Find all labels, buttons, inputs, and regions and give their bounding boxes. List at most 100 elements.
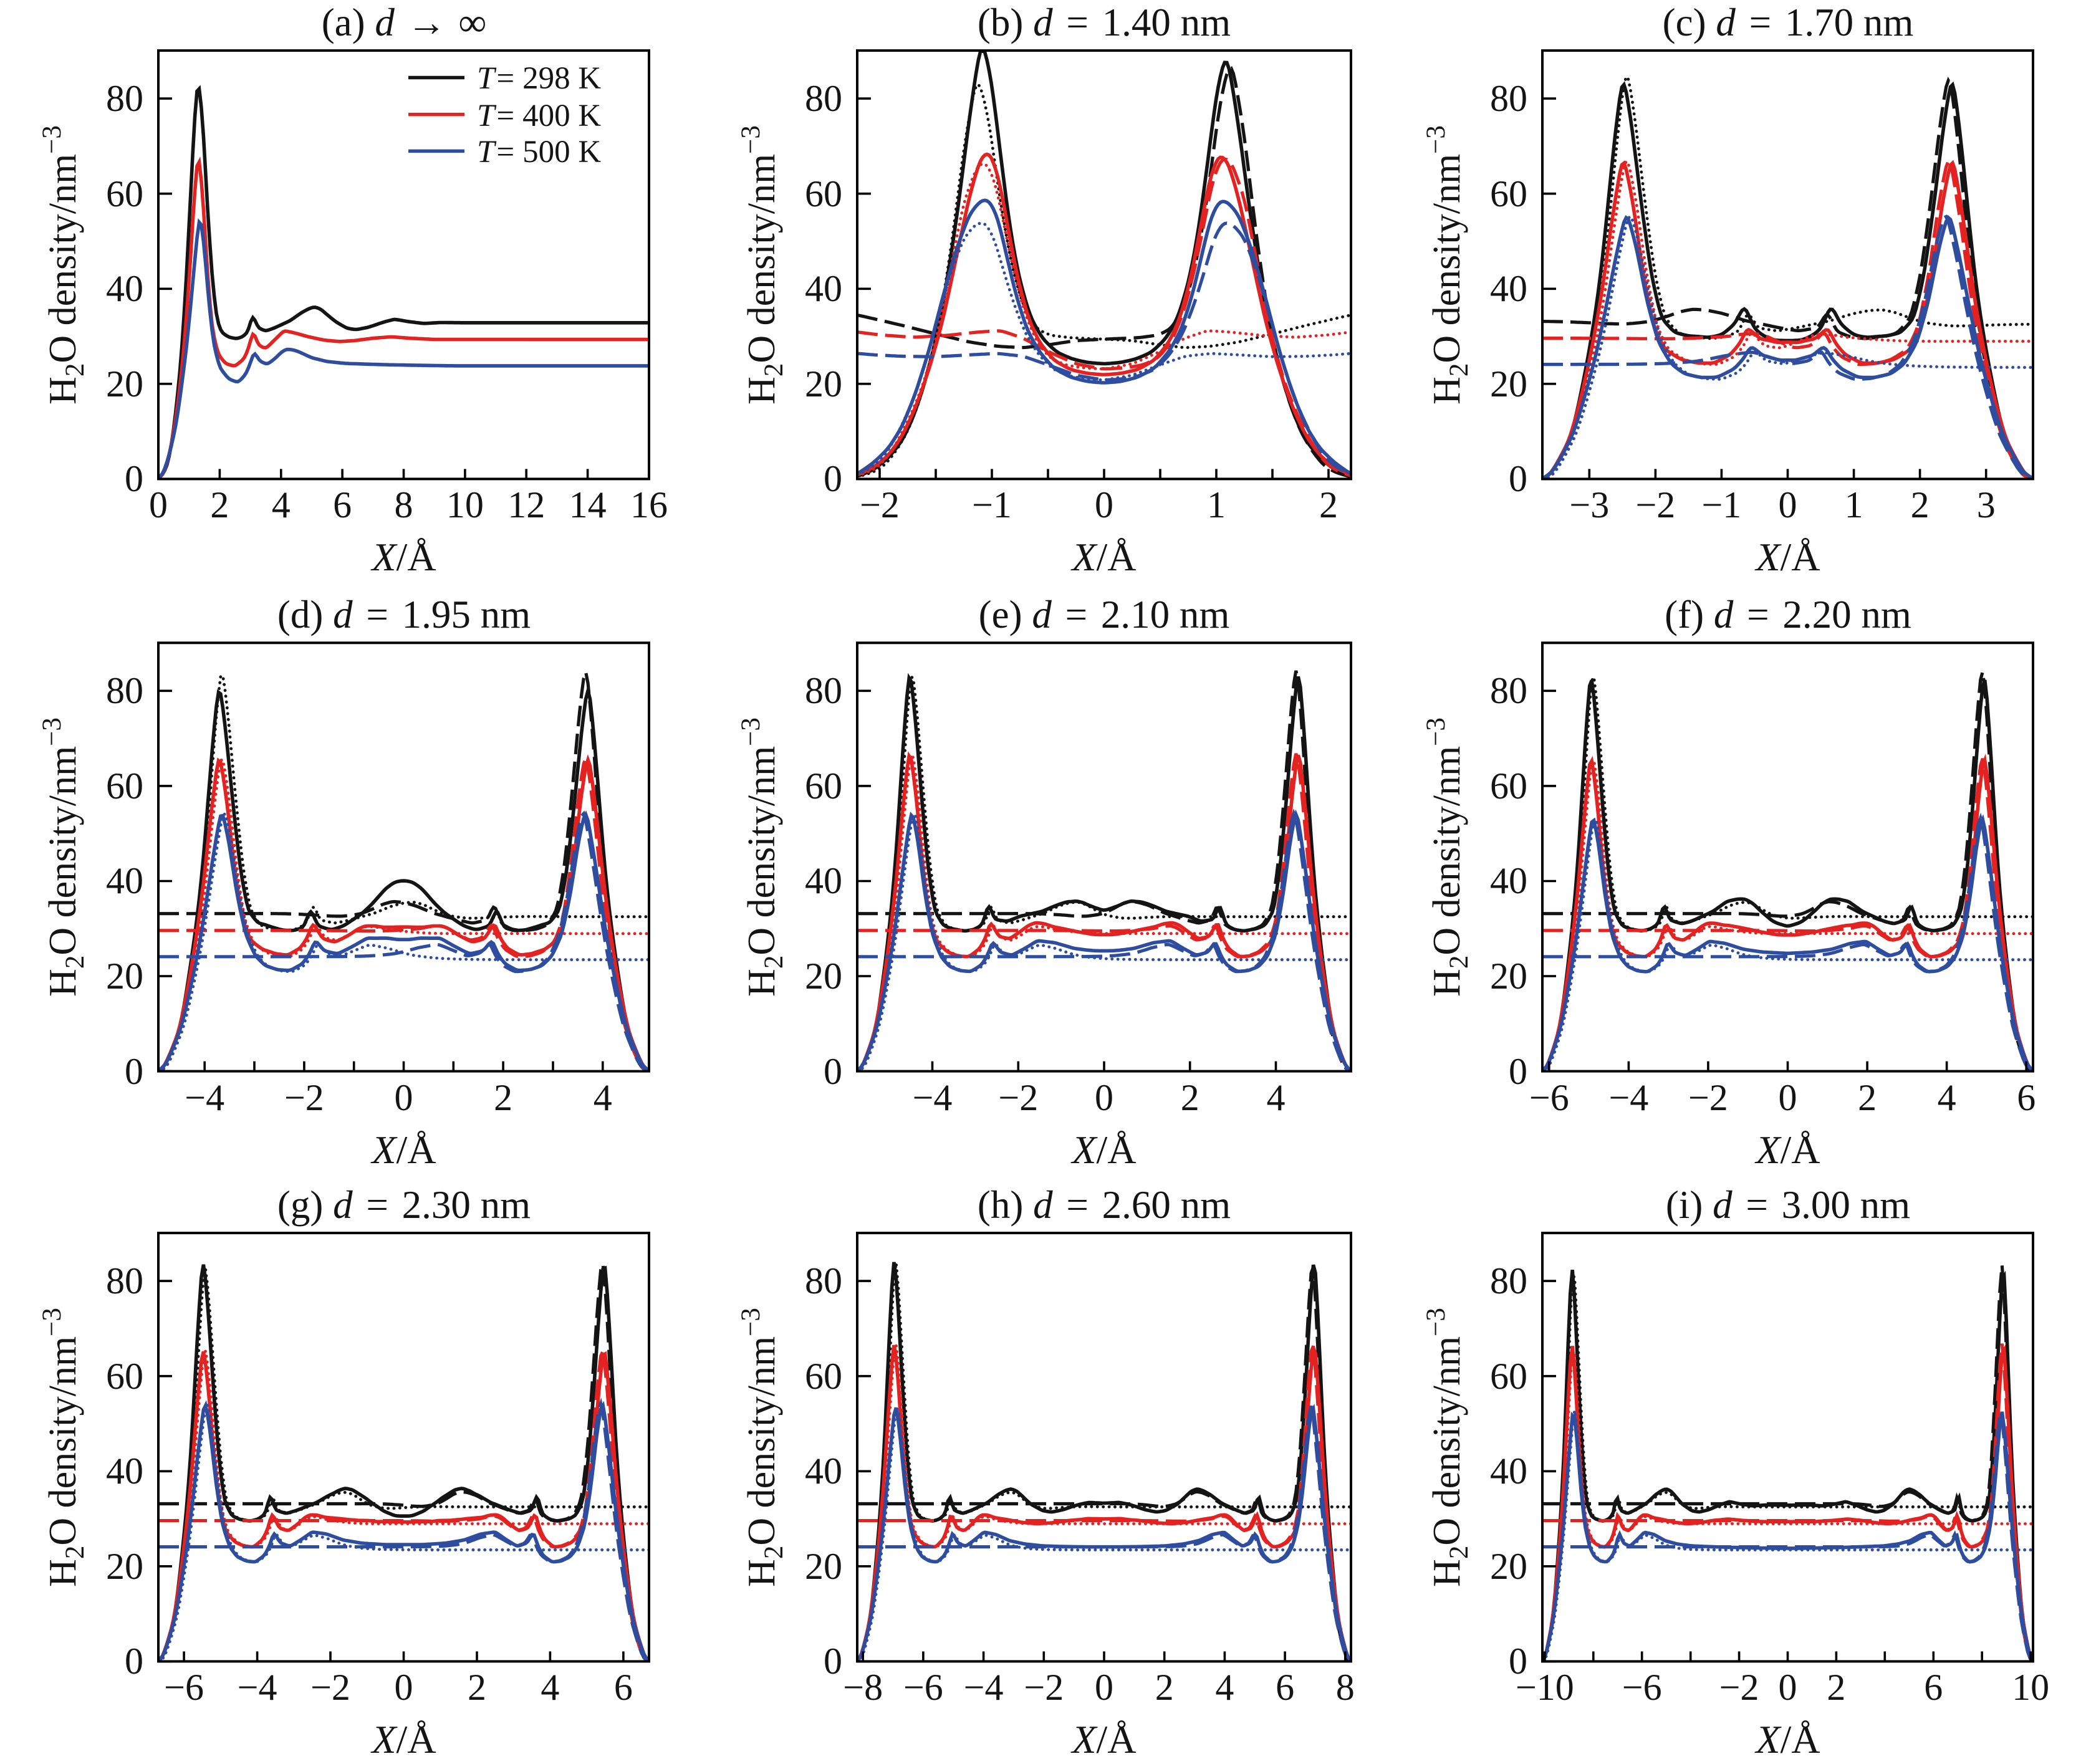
svg-text:6: 6 (2017, 1077, 2036, 1118)
svg-text:H2O density/nm−3: H2O density/nm−3 (736, 125, 789, 405)
svg-text:16: 16 (630, 484, 668, 525)
svg-text:−6: −6 (1529, 1077, 1569, 1118)
svg-text:(c) d = 1.70 nm: (c) d = 1.70 nm (1663, 1, 1914, 44)
svg-text:T=400 K: T= 400 K (477, 98, 601, 133)
svg-text:0: 0 (824, 458, 842, 499)
svg-text:−2: −2 (310, 1667, 350, 1708)
svg-text:−3: −3 (1569, 484, 1609, 525)
svg-text:6: 6 (1924, 1667, 1943, 1708)
svg-text:0: 0 (1095, 1077, 1113, 1118)
svg-text:0: 0 (1095, 1667, 1113, 1708)
svg-text:80: 80 (1490, 1260, 1527, 1301)
svg-text:2: 2 (1858, 1077, 1877, 1118)
svg-text:4: 4 (541, 1667, 559, 1708)
svg-text:80: 80 (1490, 78, 1527, 119)
svg-text:H2O density/nm−3: H2O density/nm−3 (1421, 717, 1474, 997)
svg-text:−4: −4 (913, 1077, 953, 1118)
svg-text:1: 1 (1207, 484, 1226, 525)
svg-text:80: 80 (106, 1260, 143, 1301)
svg-text:2: 2 (494, 1077, 512, 1118)
svg-text:0: 0 (125, 1641, 143, 1682)
svg-text:60: 60 (106, 173, 143, 214)
svg-text:−10: −10 (1516, 1667, 1574, 1708)
svg-text:8: 8 (395, 484, 413, 525)
svg-text:0: 0 (395, 1667, 413, 1708)
svg-text:(d) d = 1.95 nm: (d) d = 1.95 nm (277, 593, 531, 636)
svg-text:−2: −2 (860, 484, 900, 525)
svg-text:0: 0 (395, 1077, 413, 1118)
svg-text:(e) d = 2.10 nm: (e) d = 2.10 nm (979, 593, 1230, 636)
svg-text:T=298 K: T= 298 K (477, 61, 601, 96)
svg-text:6: 6 (333, 484, 352, 525)
svg-text:X/Å: X/Å (1070, 535, 1136, 579)
svg-text:−4: −4 (1608, 1077, 1648, 1118)
svg-text:40: 40 (106, 860, 143, 901)
svg-text:0: 0 (824, 1641, 842, 1682)
svg-text:−4: −4 (238, 1667, 277, 1708)
svg-text:4: 4 (1267, 1077, 1286, 1118)
svg-text:−1: −1 (1701, 484, 1741, 525)
svg-text:2: 2 (1155, 1667, 1174, 1708)
svg-text:10: 10 (2012, 1667, 2049, 1708)
svg-text:40: 40 (805, 1450, 842, 1492)
svg-text:0: 0 (1095, 484, 1113, 525)
svg-text:80: 80 (106, 670, 143, 711)
svg-text:0: 0 (1779, 1667, 1797, 1708)
svg-text:20: 20 (1490, 1546, 1527, 1587)
svg-text:80: 80 (805, 670, 842, 711)
svg-text:0: 0 (125, 1051, 143, 1092)
svg-text:X/Å: X/Å (370, 1717, 436, 1761)
svg-text:−2: −2 (1635, 484, 1675, 525)
svg-text:2: 2 (210, 484, 229, 525)
svg-text:−2: −2 (1024, 1667, 1064, 1708)
svg-text:X/Å: X/Å (1754, 1128, 1820, 1172)
svg-text:−2: −2 (998, 1077, 1038, 1118)
svg-text:−2: −2 (1688, 1077, 1728, 1118)
svg-text:−4: −4 (185, 1077, 224, 1118)
svg-text:X/Å: X/Å (370, 1128, 436, 1172)
svg-text:20: 20 (106, 363, 143, 405)
svg-text:−1: −1 (972, 484, 1012, 525)
svg-text:2: 2 (1319, 484, 1338, 525)
svg-text:20: 20 (805, 363, 842, 405)
svg-text:3: 3 (1977, 484, 1996, 525)
svg-text:14: 14 (569, 484, 607, 525)
svg-text:0: 0 (1779, 1077, 1797, 1118)
svg-text:(b) d = 1.40 nm: (b) d = 1.40 nm (978, 1, 1231, 44)
svg-text:0: 0 (149, 484, 168, 525)
svg-text:40: 40 (106, 1450, 143, 1492)
svg-text:80: 80 (106, 78, 143, 119)
svg-text:H2O density/nm−3: H2O density/nm−3 (37, 717, 90, 997)
svg-text:−2: −2 (284, 1077, 324, 1118)
svg-text:−4: −4 (964, 1667, 1004, 1708)
svg-text:10: 10 (446, 484, 484, 525)
svg-text:6: 6 (614, 1667, 633, 1708)
svg-text:60: 60 (1490, 173, 1527, 214)
svg-text:40: 40 (1490, 268, 1527, 309)
svg-text:40: 40 (805, 860, 842, 901)
svg-text:60: 60 (805, 765, 842, 807)
svg-text:2: 2 (1181, 1077, 1199, 1118)
svg-text:4: 4 (594, 1077, 612, 1118)
svg-text:20: 20 (1490, 956, 1527, 997)
svg-text:6: 6 (1276, 1667, 1294, 1708)
svg-text:0: 0 (1509, 1051, 1527, 1092)
svg-text:2: 2 (468, 1667, 486, 1708)
svg-text:H2O density/nm−3: H2O density/nm−3 (37, 125, 90, 405)
svg-text:H2O density/nm−3: H2O density/nm−3 (1421, 1308, 1474, 1587)
svg-text:2: 2 (1827, 1667, 1845, 1708)
svg-text:20: 20 (805, 1546, 842, 1587)
svg-text:H2O density/nm−3: H2O density/nm−3 (1421, 125, 1474, 405)
svg-text:−8: −8 (843, 1667, 883, 1708)
svg-text:(g) d = 2.30 nm: (g) d = 2.30 nm (277, 1183, 531, 1227)
svg-text:0: 0 (1509, 458, 1527, 499)
svg-text:X/Å: X/Å (1070, 1717, 1136, 1761)
svg-text:X/Å: X/Å (370, 535, 436, 579)
svg-text:4: 4 (272, 484, 291, 525)
svg-text:H2O density/nm−3: H2O density/nm−3 (736, 717, 789, 997)
svg-text:0: 0 (824, 1051, 842, 1092)
svg-text:0: 0 (1509, 1641, 1527, 1682)
svg-text:2: 2 (1911, 484, 1930, 525)
svg-text:80: 80 (805, 1260, 842, 1301)
svg-text:−6: −6 (903, 1667, 943, 1708)
